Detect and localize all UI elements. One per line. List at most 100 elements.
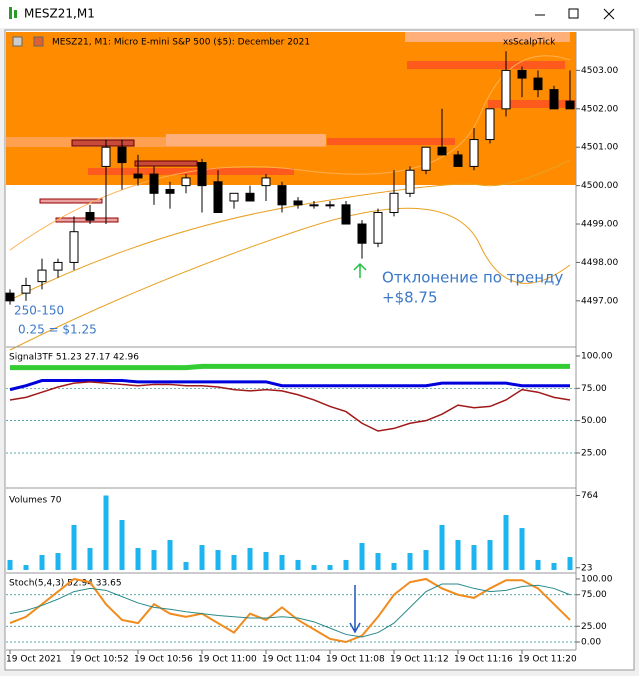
y-tick-label: 25.00 — [581, 448, 607, 458]
candle-body — [117, 146, 127, 164]
candle-body — [437, 146, 447, 156]
candle-body — [21, 284, 31, 294]
band-line — [9, 159, 571, 301]
x-tick-label: 19 Oct 11:16 — [454, 655, 513, 665]
bar — [167, 539, 173, 570]
candle-body — [421, 146, 431, 171]
y-tick-label: 4502.00 — [581, 104, 618, 114]
level-bar — [407, 61, 565, 69]
bar — [87, 547, 93, 570]
bar — [375, 553, 381, 570]
y-tick-label: 100.00 — [581, 574, 613, 584]
bar — [471, 545, 477, 570]
toolbar-icon[interactable] — [33, 36, 44, 47]
bar — [487, 539, 493, 570]
bar — [231, 554, 237, 570]
bar — [103, 495, 109, 570]
x-tick-label: 19 Oct 10:52 — [70, 655, 129, 665]
close-button[interactable] — [603, 8, 615, 20]
candle-body — [453, 154, 463, 167]
candle-body — [341, 204, 351, 225]
panel-title: Stoch(5,4,3) 52.94 33.65 — [9, 579, 122, 589]
candle-body — [565, 100, 575, 110]
annotation: 0.25 = $1.25 — [18, 323, 97, 337]
bar — [7, 559, 13, 570]
bar — [295, 559, 301, 570]
level-bar — [405, 32, 570, 42]
bar — [359, 542, 365, 570]
candle-body — [325, 204, 335, 207]
window-title: MESZ21,M1 — [24, 7, 95, 21]
bar — [439, 524, 445, 570]
y-tick-label: 23 — [581, 563, 592, 573]
y-tick-label: 50.00 — [581, 416, 607, 426]
x-tick-label: 19 Oct 11:00 — [198, 655, 257, 665]
y-tick-label: 4499.00 — [581, 220, 618, 230]
candle-body — [245, 192, 255, 202]
bar — [23, 565, 29, 570]
bar — [135, 547, 141, 570]
bar — [567, 557, 573, 570]
y-tick-label: 4497.00 — [581, 296, 618, 306]
x-tick-label: 19 Oct 2021 — [6, 655, 62, 665]
bar — [455, 539, 461, 570]
level-bar — [39, 198, 103, 204]
panel-title: Signal3TF 51.23 27.17 42.96 — [9, 353, 139, 363]
series-line — [9, 379, 570, 392]
x-tick-label: 19 Oct 11:20 — [518, 655, 577, 665]
y-tick-label: 4501.00 — [581, 143, 618, 153]
level-bar — [327, 138, 455, 145]
candle-body — [53, 261, 63, 271]
y-tick-label: 4503.00 — [581, 66, 618, 76]
level-bar — [71, 139, 135, 147]
candle-body — [389, 192, 399, 214]
x-tick-label: 19 Oct 11:08 — [326, 655, 385, 665]
bar — [215, 550, 221, 570]
candle-body — [405, 169, 415, 194]
bar — [311, 565, 317, 570]
candle-body — [37, 269, 47, 283]
bar — [39, 554, 45, 570]
bar — [423, 550, 429, 570]
candle-body — [5, 292, 15, 302]
y-tick-label: 100.00 — [581, 351, 613, 361]
candle-body — [213, 181, 223, 214]
x-tick-label: 19 Oct 11:04 — [262, 655, 321, 665]
candle-body — [357, 223, 367, 244]
bar — [199, 545, 205, 570]
x-tick-label: 19 Oct 10:56 — [134, 655, 193, 665]
bar — [327, 565, 333, 570]
bar — [551, 562, 557, 570]
series-line — [9, 577, 571, 644]
level-bar — [488, 100, 576, 108]
chart-title: MESZ21, M1: Micro E-mini S&P 500 ($5): D… — [52, 38, 310, 48]
candle-body — [181, 177, 191, 187]
candle-body — [469, 139, 479, 167]
level-bar — [166, 134, 326, 146]
title-bar — [0, 0, 639, 28]
bar — [407, 553, 413, 570]
candle-body — [517, 69, 527, 79]
candle-body — [309, 204, 319, 207]
candle-body — [133, 173, 143, 179]
bar — [119, 519, 125, 570]
bar — [519, 528, 525, 570]
indicator-name: xsScalpTick — [503, 38, 556, 48]
toolbar-icon[interactable] — [12, 36, 23, 47]
candle-body — [149, 173, 159, 194]
y-tick-label: 75.00 — [581, 590, 607, 600]
bar — [391, 562, 397, 570]
candle-body — [69, 231, 79, 263]
maximize-button[interactable] — [568, 8, 579, 19]
candle-body — [501, 69, 511, 110]
bar — [503, 515, 509, 570]
series-line — [9, 381, 571, 432]
y-tick-label: 75.00 — [581, 384, 607, 394]
candle-body — [277, 185, 287, 206]
bar — [55, 553, 61, 570]
y-tick-label: 25.00 — [581, 622, 607, 632]
annotation: +$8.75 — [382, 289, 438, 307]
y-tick-label: 0.00 — [581, 638, 601, 648]
series-line — [9, 583, 571, 638]
